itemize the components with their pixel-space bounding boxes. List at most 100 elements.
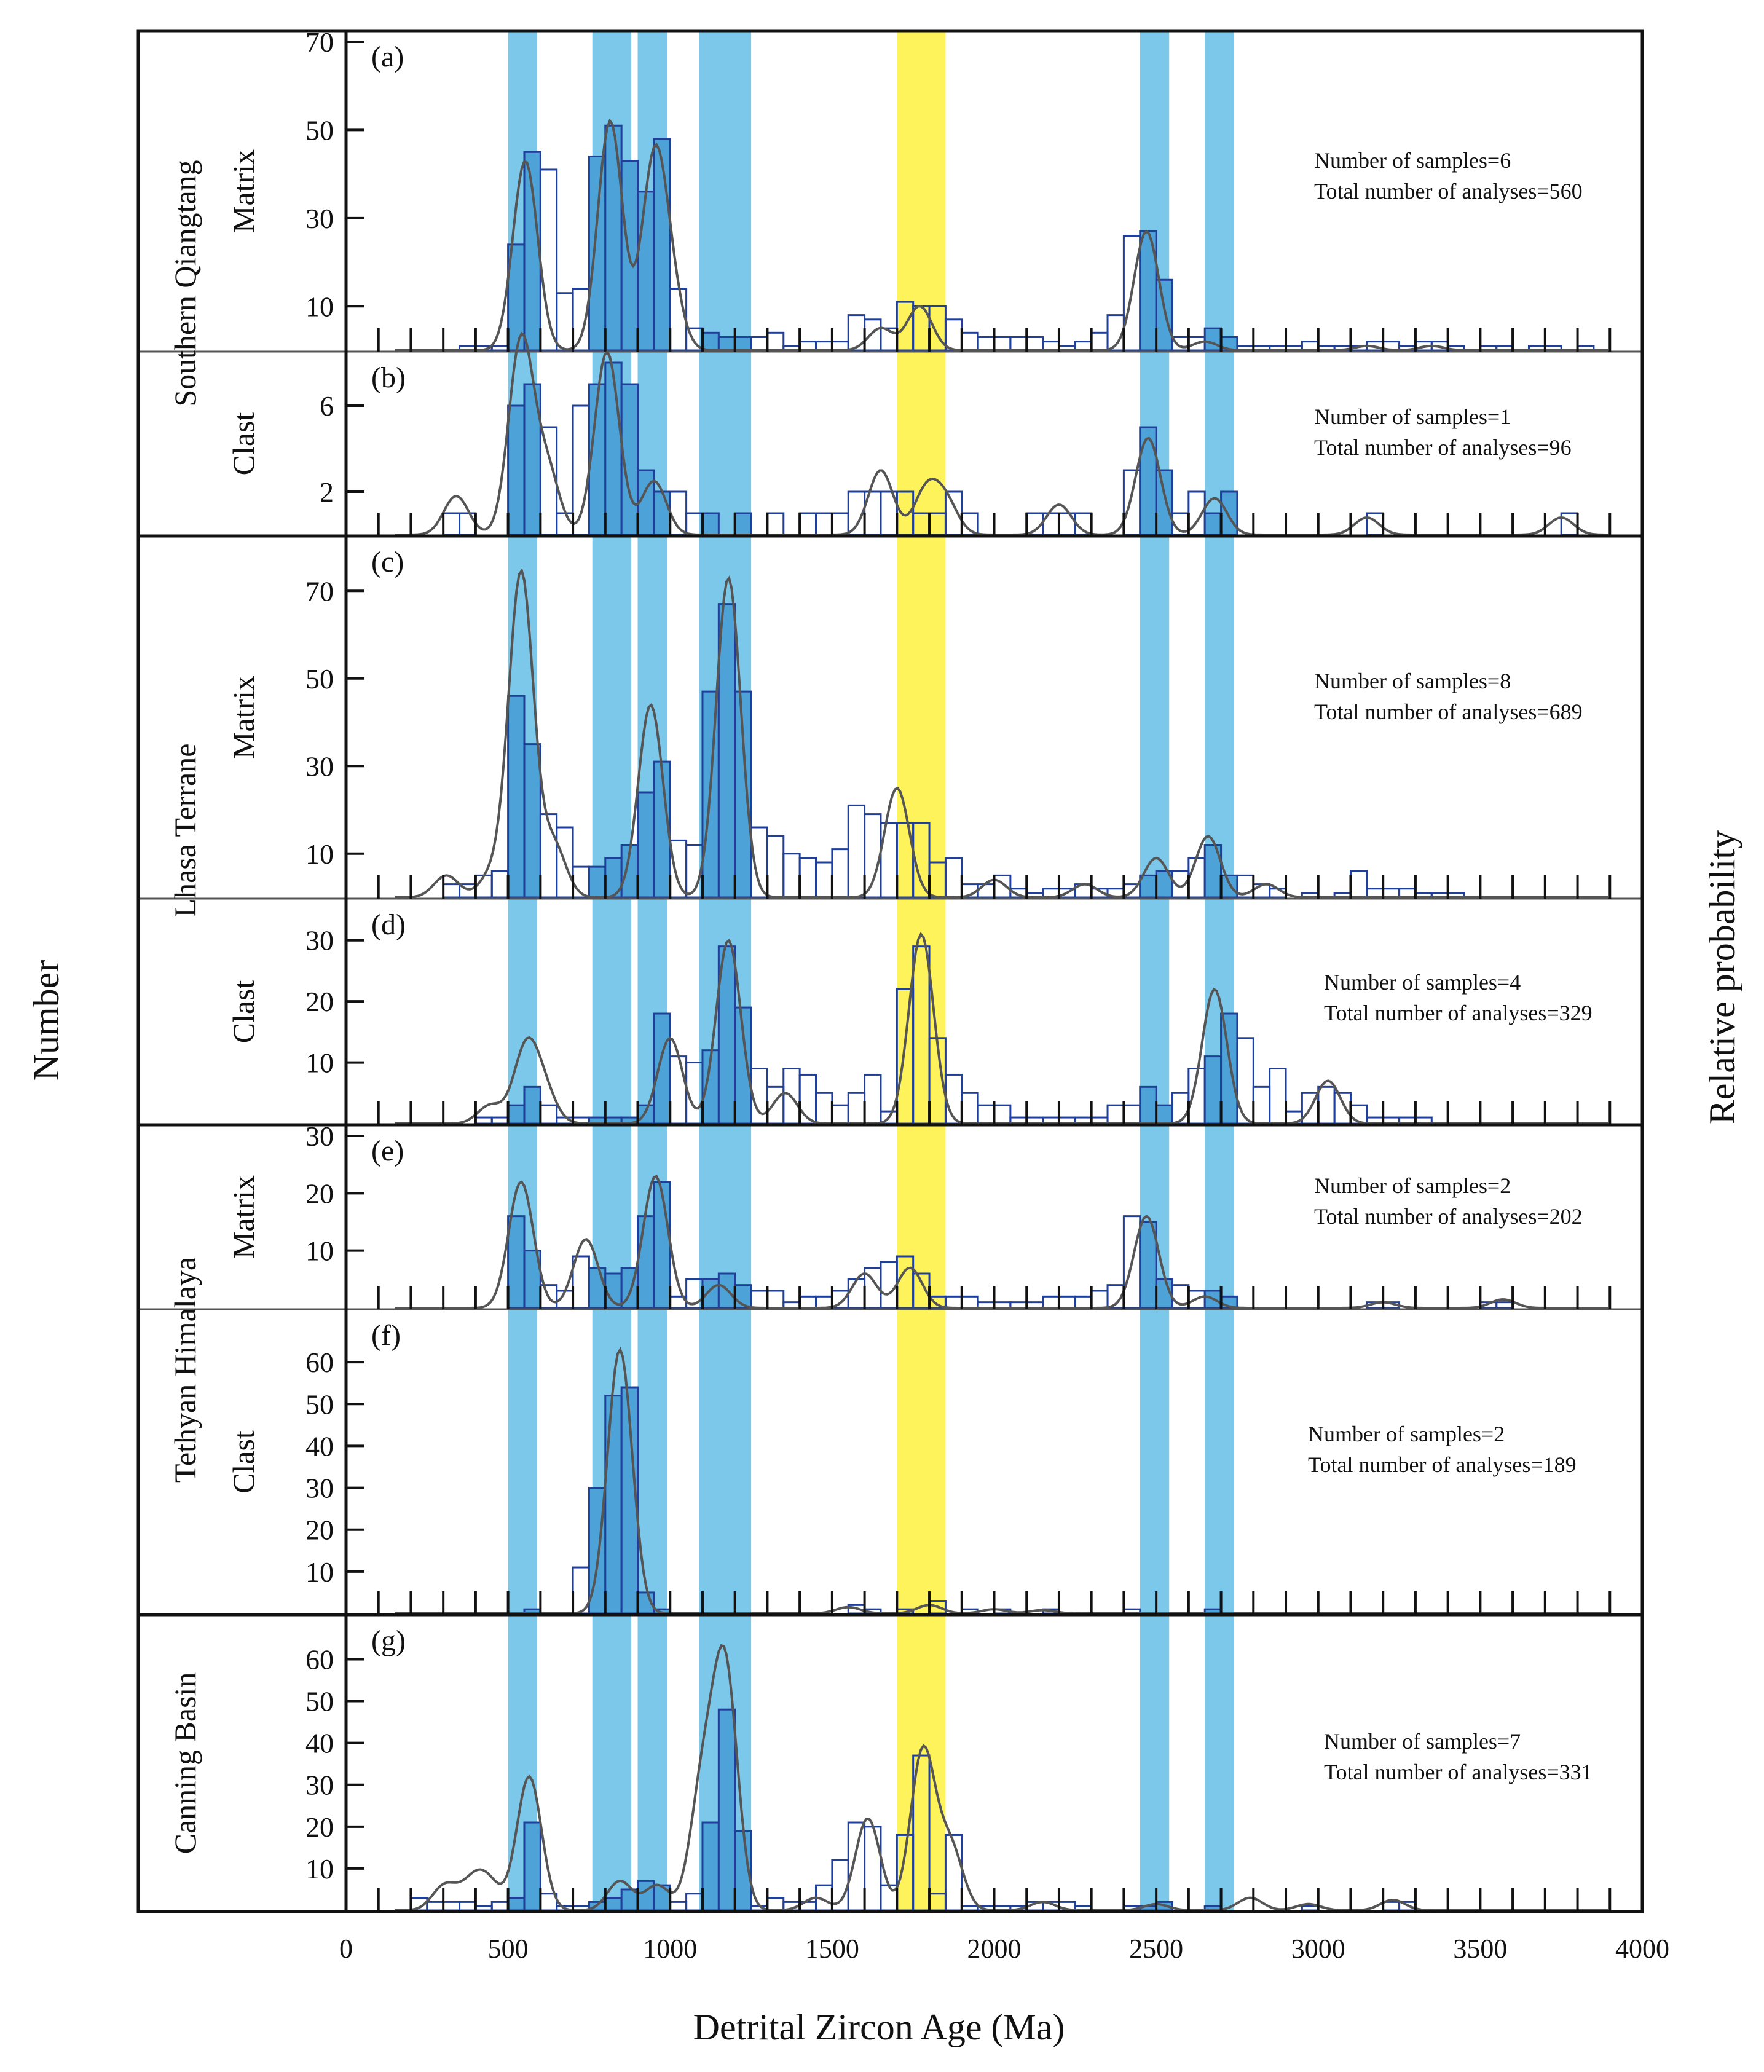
group-frame bbox=[136, 534, 1644, 1127]
y-tick-label: 30 bbox=[305, 203, 334, 234]
histogram-bar bbox=[961, 1905, 979, 1912]
histogram-bar bbox=[588, 155, 607, 352]
histogram-bar bbox=[766, 331, 785, 352]
histogram-bar bbox=[1155, 278, 1173, 352]
histogram-bar bbox=[1220, 874, 1238, 899]
histogram-bar bbox=[944, 318, 963, 352]
annotation-text: Total number of analyses=331 bbox=[1324, 1760, 1593, 1784]
annotation-text: Total number of analyses=96 bbox=[1314, 435, 1572, 460]
histogram-bar bbox=[815, 1092, 833, 1125]
histogram-bar bbox=[1220, 1012, 1238, 1125]
histogram-bar bbox=[798, 1073, 817, 1125]
panel-tag: (d) bbox=[371, 908, 406, 941]
x-axis-label: Detrital Zircon Age (Ma) bbox=[693, 2007, 1065, 2047]
probability-curve bbox=[395, 118, 1608, 352]
histogram-bar bbox=[490, 870, 510, 899]
histogram-bar bbox=[459, 1901, 477, 1912]
y-tick-label: 6 bbox=[320, 390, 334, 422]
x-tick-label: 2000 bbox=[967, 1934, 1022, 1964]
histogram-bar bbox=[977, 1104, 995, 1125]
histogram-bar bbox=[442, 1901, 461, 1912]
annotation-text: Total number of analyses=189 bbox=[1308, 1452, 1577, 1477]
histogram-bar bbox=[961, 1295, 979, 1309]
histogram-bar bbox=[1074, 341, 1093, 352]
histogram-bar bbox=[1042, 341, 1060, 352]
x-tick-label: 3000 bbox=[1291, 1934, 1345, 1964]
histogram-bar bbox=[1203, 512, 1223, 536]
histogram-bar bbox=[782, 853, 801, 899]
y-tick-label: 2 bbox=[320, 476, 334, 508]
histogram-bar bbox=[653, 490, 671, 536]
histogram-bar bbox=[653, 138, 671, 352]
sample-type-label: Matrix bbox=[226, 676, 261, 759]
histogram-bar bbox=[669, 1901, 688, 1912]
histogram-bar bbox=[490, 345, 510, 352]
annotation-text: Number of samples=1 bbox=[1314, 404, 1511, 429]
histogram-bar bbox=[442, 512, 461, 536]
y-tick-label: 70 bbox=[305, 575, 334, 607]
x-tick-label: 0 bbox=[339, 1934, 353, 1964]
annotation-text: Number of samples=8 bbox=[1314, 669, 1511, 693]
histogram-bar bbox=[734, 1006, 752, 1125]
y-tick-label: 20 bbox=[305, 1515, 334, 1546]
histogram-bar bbox=[556, 292, 574, 352]
chart-labels: Detrital Zircon Age (Ma) Number Relative… bbox=[26, 160, 1742, 2047]
annotation-text: Number of samples=4 bbox=[1324, 970, 1521, 995]
histogram-bar bbox=[1090, 331, 1109, 352]
panel-c: 10 30 50 70 (c) Matrix Number of samples=8 Tota… bbox=[138, 546, 1642, 900]
group-label: Tethyan Himalaya bbox=[168, 1257, 202, 1483]
histogram-bar bbox=[717, 336, 736, 352]
histogram-bar bbox=[847, 1092, 866, 1125]
sample-type-label: Clast bbox=[226, 980, 261, 1044]
histogram-bar bbox=[977, 883, 995, 899]
histogram-bar bbox=[1301, 341, 1320, 352]
panel-tag: (g) bbox=[371, 1625, 406, 1657]
histogram-bar bbox=[1139, 1221, 1157, 1309]
histogram-bar bbox=[523, 1821, 541, 1912]
annotation-text: Number of samples=2 bbox=[1308, 1422, 1505, 1446]
histogram-bar bbox=[1252, 1085, 1271, 1125]
histogram-bar bbox=[474, 874, 493, 899]
panel-tag: (f) bbox=[371, 1319, 401, 1352]
histogram-bar bbox=[766, 1290, 785, 1309]
histogram-bar bbox=[1106, 1104, 1125, 1125]
histogram-bar bbox=[798, 512, 817, 536]
histogram-bar bbox=[1495, 1301, 1514, 1309]
yellow-age-band bbox=[897, 31, 946, 1912]
histogram-bar bbox=[474, 1116, 493, 1125]
histogram-bar bbox=[766, 512, 785, 536]
x-tick-label: 1500 bbox=[805, 1934, 859, 1964]
histogram-bar bbox=[864, 1826, 882, 1912]
histogram-bar bbox=[1366, 888, 1384, 899]
histogram-bar bbox=[474, 1905, 493, 1912]
histogram-bar bbox=[847, 804, 866, 899]
histogram-bar bbox=[1155, 1104, 1173, 1125]
x-tick-label: 1000 bbox=[643, 1934, 697, 1964]
group-label: Lhasa Terrane bbox=[168, 744, 202, 918]
histogram-bar bbox=[1122, 469, 1141, 536]
sample-type-label: Clast bbox=[226, 412, 261, 476]
sample-type-label: Matrix bbox=[226, 1175, 261, 1259]
annotation-text: Number of samples=6 bbox=[1314, 148, 1511, 173]
histogram-bar bbox=[847, 314, 866, 352]
histogram-bar bbox=[961, 331, 979, 352]
histogram-bar bbox=[507, 1897, 526, 1912]
histogram-panels: 10 30 50 70 (a) Matrix Number of samples=6 Tota… bbox=[138, 26, 1642, 1913]
histogram-bar bbox=[604, 361, 623, 536]
histogram-bar bbox=[669, 1055, 688, 1125]
y-tick-label: 50 bbox=[305, 663, 334, 695]
y-tick-label: 60 bbox=[305, 1644, 334, 1675]
y-tick-label: 30 bbox=[305, 1770, 334, 1801]
histogram-bar bbox=[653, 1012, 671, 1125]
y-tick-label: 40 bbox=[305, 1728, 334, 1759]
histogram-bar bbox=[944, 490, 963, 536]
annotation-text: Number of samples=7 bbox=[1324, 1729, 1521, 1754]
y-tick-label: 20 bbox=[305, 986, 334, 1017]
blue-age-band bbox=[1205, 31, 1234, 1912]
histogram-bar bbox=[734, 336, 752, 352]
group-label: Southern Qiangtang bbox=[168, 160, 202, 406]
histogram-bar bbox=[880, 1261, 898, 1309]
histogram-bar bbox=[717, 603, 736, 899]
histogram-bar bbox=[847, 1278, 866, 1309]
